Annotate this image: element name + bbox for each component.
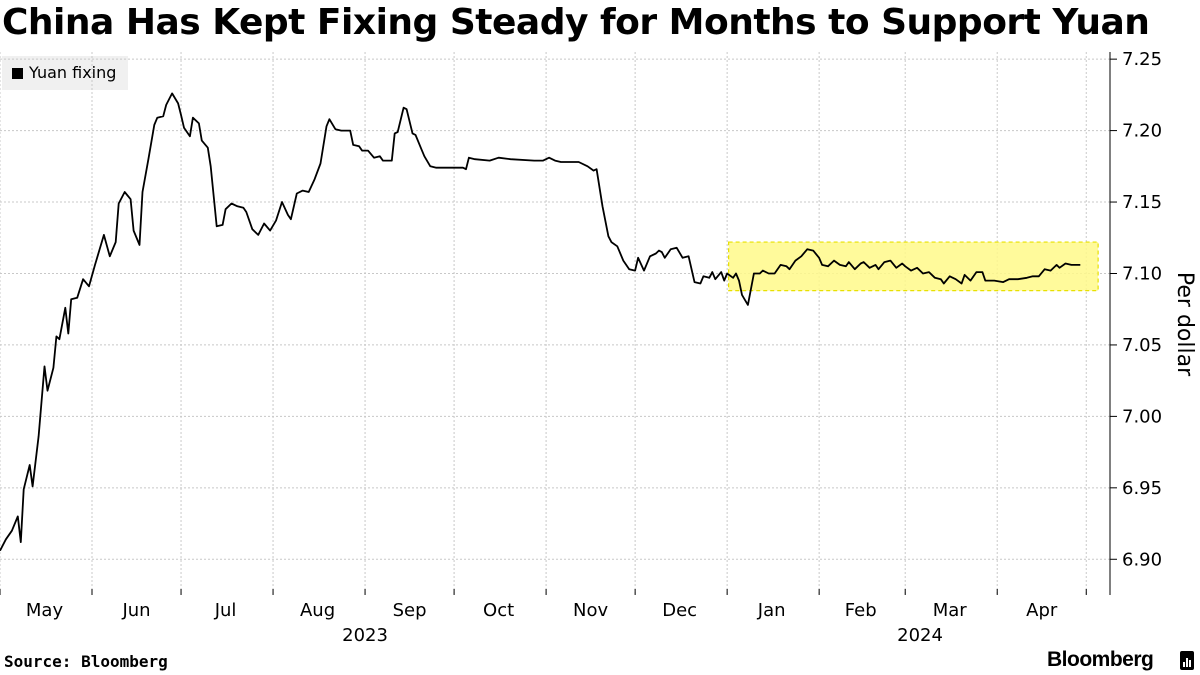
y-tick-label: 7.00	[1122, 406, 1162, 427]
legend-swatch	[12, 68, 23, 79]
x-tick-label: May	[26, 600, 64, 621]
brand-logo: Bloomberg	[1047, 648, 1154, 671]
highlight-box	[728, 241, 1099, 292]
x-tick-label: Mar	[933, 600, 968, 621]
y-tick-label: 7.20	[1122, 121, 1162, 142]
year-label: 2023	[342, 625, 388, 646]
x-tick-label: Aug	[300, 600, 335, 621]
y-tick-label: 6.90	[1122, 549, 1162, 570]
chart-title: China Has Kept Fixing Steady for Months …	[2, 2, 1150, 43]
x-tick-label: Jan	[757, 600, 786, 621]
x-tick-label: Oct	[483, 600, 514, 621]
y-axis-title: Per dollar	[1172, 272, 1197, 377]
legend-label: Yuan fixing	[29, 63, 117, 82]
x-tick-label: Sep	[393, 600, 427, 621]
x-tick-label: Jun	[121, 600, 150, 621]
y-tick-label: 6.95	[1122, 478, 1162, 499]
series-line-yuan-fixing	[0, 92, 1081, 552]
y-tick-label: 7.25	[1122, 49, 1162, 70]
y-tick-label: 7.15	[1122, 192, 1162, 213]
source-note: Source: Bloomberg	[4, 652, 168, 671]
legend: Yuan fixing	[2, 56, 128, 90]
y-tick-label: 7.10	[1122, 263, 1162, 284]
bloomberg-bars-icon	[1180, 651, 1194, 670]
x-tick-label: Dec	[662, 600, 697, 621]
x-tick-label: Apr	[1026, 600, 1058, 621]
year-label: 2024	[897, 625, 943, 646]
x-tick-label: Feb	[845, 600, 877, 621]
x-tick-label: Jul	[214, 600, 237, 621]
x-tick-label: Nov	[573, 600, 608, 621]
y-tick-label: 7.05	[1122, 335, 1162, 356]
